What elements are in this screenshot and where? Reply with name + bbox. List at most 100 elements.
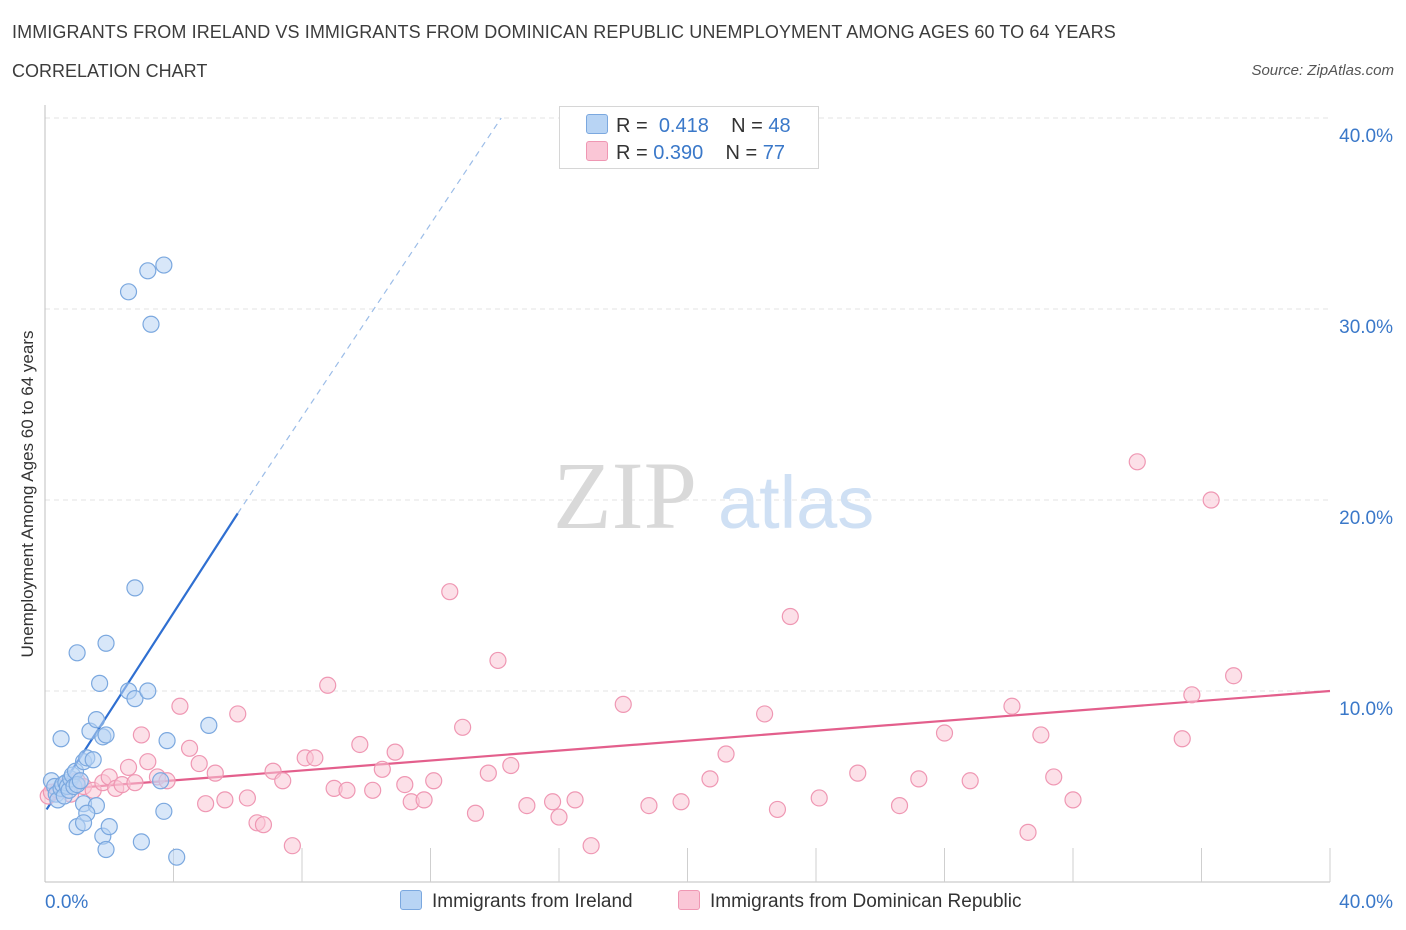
chart-title: IMMIGRANTS FROM IRELAND VS IMMIGRANTS FR… <box>12 22 1116 42</box>
data-point-dominican <box>254 816 273 834</box>
legend-row-dominican: R = 0.390 N = 77 <box>586 141 785 165</box>
y-axis-label: Unemployment Among Ages 60 to 64 years <box>18 331 37 658</box>
data-point-dominican <box>489 651 507 670</box>
data-point-dominican <box>283 837 301 855</box>
legend-n-value-ireland: 48 <box>768 115 791 137</box>
data-point-dominican <box>961 772 979 790</box>
data-point-dominican <box>701 770 719 788</box>
trend-line-dominican <box>44 689 1331 792</box>
legend-r-label: R = <box>616 115 648 137</box>
data-point-ireland <box>155 256 173 274</box>
data-point-ireland <box>158 732 176 750</box>
legend-n-value-dominican: 77 <box>762 142 786 164</box>
y-tick-label: 20.0% <box>1339 508 1393 529</box>
data-point-dominican <box>338 781 356 799</box>
data-point-dominican <box>364 781 382 799</box>
data-point-dominican <box>1064 791 1082 809</box>
data-point-dominican <box>197 795 215 813</box>
grid-lines <box>45 117 1330 692</box>
data-point-dominican <box>216 791 234 809</box>
y-tick-label: 10.0% <box>1339 699 1393 720</box>
legend-n-label: N = <box>725 142 758 164</box>
data-point-dominican <box>274 772 292 790</box>
data-point-dominican <box>755 705 774 723</box>
data-point-ireland <box>74 814 93 832</box>
data-point-dominican <box>454 718 472 736</box>
data-point-dominican <box>502 756 520 775</box>
data-point-dominican <box>479 764 497 782</box>
stats-legend: R = 0.418 N = 48 R = 0.390 N = 77 <box>559 106 819 169</box>
data-point-dominican <box>126 774 144 792</box>
data-point-dominican <box>768 800 787 819</box>
data-point-dominican <box>1128 453 1146 471</box>
series-label-dominican: Immigrants from Dominican Republic <box>710 891 1022 912</box>
data-point-dominican <box>810 789 828 807</box>
legend-r-value-dominican: 0.390 <box>653 142 704 164</box>
legend-swatch-dominican <box>586 141 608 161</box>
data-point-dominican <box>614 695 632 713</box>
data-point-ireland <box>168 848 186 866</box>
data-point-dominican <box>386 743 404 761</box>
legend-r-label: R = <box>616 142 648 164</box>
data-point-dominican <box>672 793 690 811</box>
data-point-ireland <box>91 674 109 692</box>
watermark-atlas: atlas <box>718 461 874 544</box>
watermark-zip: ZIP <box>553 442 697 549</box>
data-point-dominican <box>238 789 256 807</box>
data-point-dominican <box>206 764 224 782</box>
data-point-ireland <box>52 730 70 748</box>
data-point-dominican <box>190 754 208 773</box>
data-point-dominican <box>566 791 584 809</box>
data-point-dominican <box>582 837 600 855</box>
y-tick-labels: 10.0% 20.0% 30.0% 40.0% <box>1339 126 1393 720</box>
data-point-dominican <box>781 607 799 626</box>
data-point-dominican <box>935 724 954 742</box>
data-point-dominican <box>306 749 324 767</box>
data-point-ireland <box>152 772 170 790</box>
data-point-dominican <box>119 758 138 777</box>
data-point-ireland <box>87 711 106 729</box>
data-point-ireland <box>200 716 218 734</box>
data-point-ireland <box>155 802 173 820</box>
data-point-dominican <box>1032 726 1050 744</box>
series-legend-dominican[interactable]: Immigrants from Dominican Republic <box>678 890 1022 913</box>
y-tick-label: 30.0% <box>1339 317 1393 338</box>
data-point-dominican <box>319 676 337 694</box>
data-point-dominican <box>139 753 157 771</box>
series-legend-ireland[interactable]: Immigrants from Ireland <box>400 890 633 913</box>
data-point-dominican <box>351 735 369 754</box>
data-point-dominican <box>518 796 536 815</box>
data-point-ireland <box>68 644 86 662</box>
data-point-dominican <box>1003 697 1021 715</box>
data-point-ireland <box>97 726 115 744</box>
legend-r-value-ireland: 0.418 <box>658 115 709 137</box>
data-point-dominican <box>1225 667 1243 685</box>
data-point-dominican <box>550 808 568 826</box>
data-point-ireland <box>84 751 102 769</box>
data-point-ireland <box>71 772 89 790</box>
x-tick-label-min: 0.0% <box>45 892 88 913</box>
data-point-dominican <box>717 745 735 763</box>
data-point-dominican <box>425 772 443 790</box>
data-point-dominican <box>229 705 247 723</box>
data-point-dominican <box>640 796 658 815</box>
data-point-ireland <box>132 833 150 851</box>
data-point-dominican <box>849 764 867 782</box>
data-point-ireland <box>126 690 144 708</box>
data-point-ireland <box>139 262 157 280</box>
data-point-ireland <box>139 682 157 700</box>
data-point-ireland <box>97 840 115 859</box>
series-swatch-ireland <box>400 890 422 910</box>
y-tick-label: 40.0% <box>1339 126 1393 147</box>
x-tick-label-max: 40.0% <box>1339 892 1393 913</box>
data-point-dominican <box>890 796 909 815</box>
source-label: Source: ZipAtlas.com <box>1251 62 1394 79</box>
data-point-dominican <box>543 793 562 811</box>
legend-swatch-ireland <box>586 114 608 134</box>
data-point-ireland <box>100 818 118 836</box>
data-point-dominican <box>910 770 928 788</box>
data-point-dominican <box>1202 491 1220 509</box>
data-points <box>39 256 1243 866</box>
data-point-dominican <box>180 739 199 757</box>
